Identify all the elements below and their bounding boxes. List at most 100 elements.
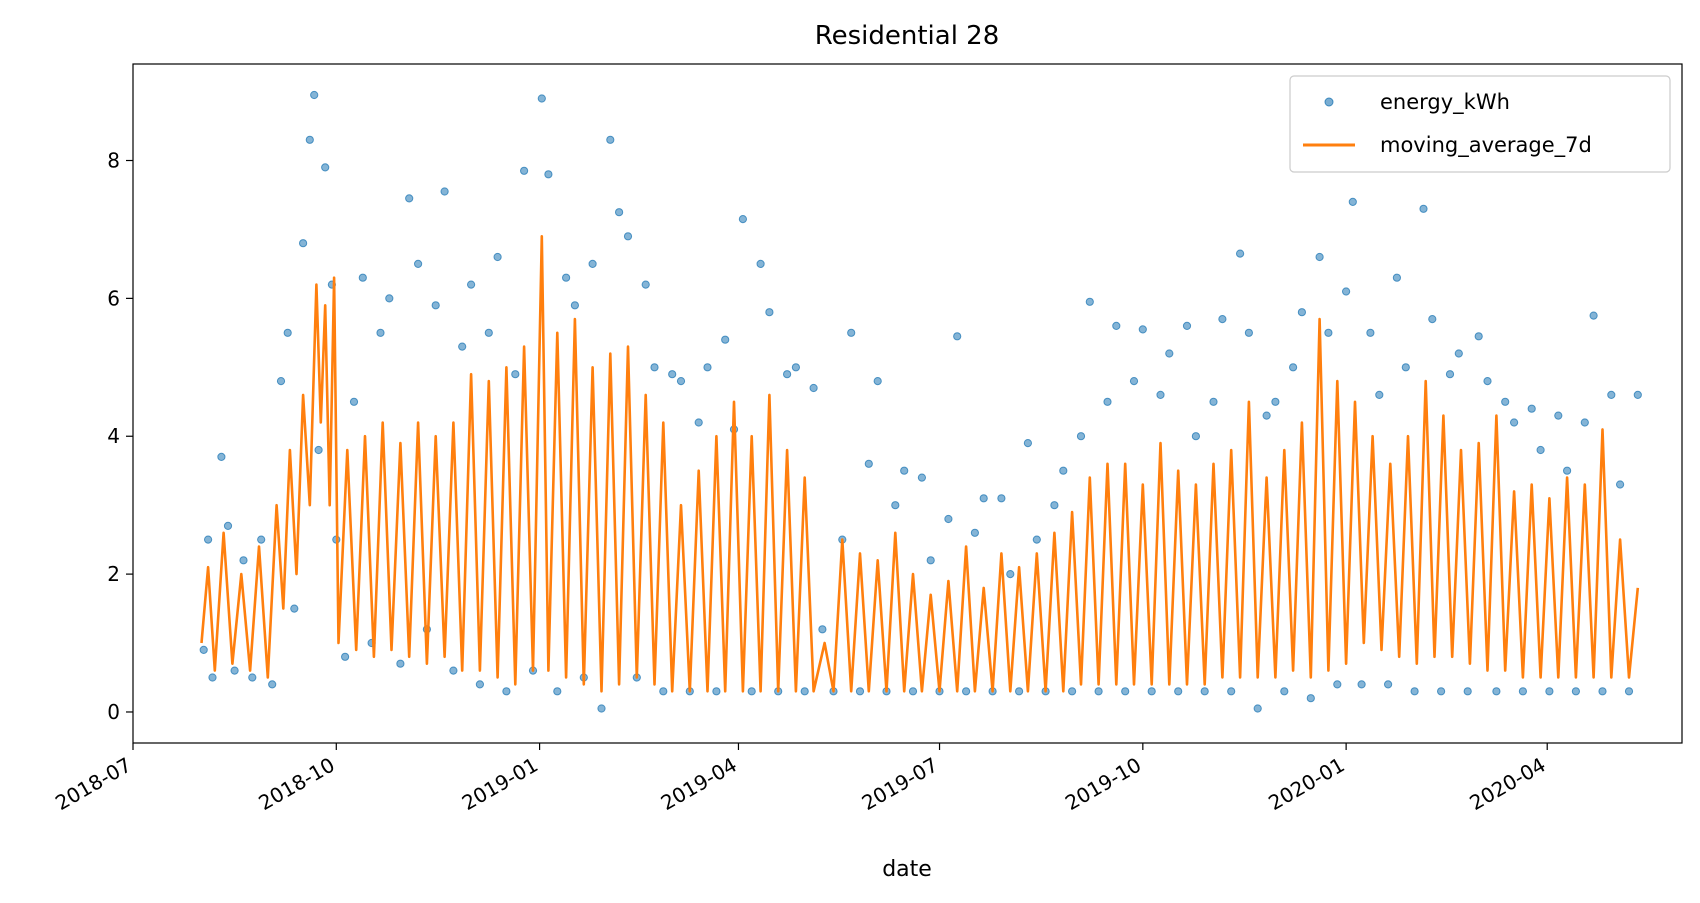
energy-point: [537, 94, 546, 103]
energy-point: [458, 342, 467, 351]
energy-point: [1474, 332, 1483, 341]
energy-point: [1262, 411, 1271, 420]
energy-point: [926, 556, 935, 565]
energy-point: [1121, 687, 1130, 696]
energy-point: [783, 370, 792, 379]
energy-point: [1023, 439, 1033, 448]
energy-point: [321, 163, 330, 172]
energy-point: [1129, 377, 1139, 386]
energy-point: [268, 680, 277, 689]
energy-point: [314, 445, 323, 455]
energy-point: [1571, 687, 1581, 696]
energy-point: [641, 280, 650, 289]
energy-point: [615, 208, 624, 217]
energy-point: [199, 645, 208, 655]
energy-point: [1437, 687, 1446, 696]
energy-point: [597, 704, 606, 713]
energy-point: [944, 514, 953, 524]
energy-point: [553, 687, 562, 696]
y-axis: 0 2 4 6 8: [107, 149, 133, 724]
energy-point: [299, 239, 308, 248]
energy-point: [1616, 480, 1625, 489]
energy-point: [917, 473, 927, 482]
energy-point: [475, 680, 484, 689]
energy-point: [257, 535, 266, 544]
energy-point: [1297, 308, 1307, 317]
energy-point: [1306, 694, 1315, 703]
energy-point: [1209, 397, 1218, 406]
energy-point: [1518, 687, 1528, 696]
energy-point: [1624, 687, 1634, 696]
energy-point: [900, 466, 909, 475]
energy-point: [1182, 321, 1192, 330]
energy-point: [756, 259, 765, 268]
energy-point: [1428, 315, 1437, 324]
energy-point: [511, 370, 520, 379]
energy-point: [588, 259, 597, 268]
energy-point: [405, 194, 414, 203]
energy-point: [1348, 197, 1357, 206]
energy-point: [606, 135, 615, 144]
energy-point: [1536, 445, 1545, 455]
energy-point: [562, 273, 571, 282]
energy-point: [310, 90, 319, 100]
energy-point: [623, 232, 633, 241]
energy-point: [1112, 321, 1121, 330]
energy-point: [1375, 390, 1384, 399]
energy-point: [283, 328, 292, 337]
energy-point: [847, 328, 856, 337]
energy-point: [1315, 252, 1324, 262]
energy-point: [1598, 687, 1607, 696]
energy-point: [712, 687, 721, 696]
energy-point: [1006, 570, 1015, 579]
energy-point: [520, 166, 529, 175]
energy-point: [1076, 432, 1086, 441]
energy-point: [1589, 311, 1598, 320]
energy-point: [358, 273, 367, 282]
energy-point: [873, 377, 882, 386]
energy-point: [1554, 411, 1563, 420]
energy-point: [1165, 349, 1174, 358]
energy-point: [449, 666, 458, 675]
energy-point: [1227, 687, 1236, 696]
energy-point: [721, 335, 730, 344]
energy-point: [1357, 680, 1366, 689]
line-series-moving-average: [200, 235, 1640, 693]
energy-point: [979, 494, 988, 503]
moving-average-line: [200, 235, 1640, 693]
energy-point: [650, 363, 659, 372]
y-tick-label: 2: [107, 562, 120, 586]
energy-point: [1244, 328, 1254, 337]
energy-point: [1483, 377, 1492, 386]
legend-box: [1289, 75, 1671, 173]
energy-point: [305, 135, 314, 144]
energy-point: [1342, 287, 1351, 296]
energy-point: [668, 370, 677, 379]
energy-point: [341, 652, 350, 661]
energy-point: [1401, 363, 1410, 372]
energy-point: [1545, 687, 1554, 696]
energy-point: [818, 625, 827, 634]
y-tick-label: 6: [107, 286, 120, 310]
energy-point: [217, 452, 226, 461]
energy-point: [1384, 680, 1393, 689]
energy-point: [396, 659, 405, 668]
energy-point: [962, 687, 971, 696]
energy-point: [864, 459, 873, 468]
energy-point: [1527, 404, 1536, 413]
energy-point: [765, 308, 774, 317]
energy-point: [791, 363, 801, 372]
scatter-series-energy: [199, 90, 1642, 713]
energy-point: [1289, 363, 1298, 372]
energy-point: [1218, 315, 1227, 324]
legend-energy-marker: [1324, 97, 1334, 107]
energy-point: [1501, 397, 1510, 406]
energy-point: [431, 301, 440, 310]
energy-point: [290, 604, 299, 613]
energy-point: [953, 332, 962, 341]
energy-point: [484, 328, 493, 337]
energy-point: [414, 259, 423, 268]
energy-point: [570, 301, 580, 310]
energy-point: [800, 687, 809, 696]
